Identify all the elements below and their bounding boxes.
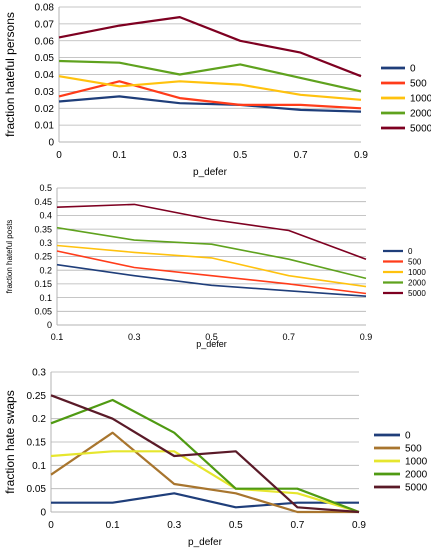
y-axis-title: fraction hate swaps: [3, 390, 17, 493]
y-tick-label: 0.1: [39, 293, 52, 303]
x-tick-label: 0.7: [282, 332, 295, 342]
x-tick-label: 0.1: [106, 520, 120, 531]
y-tick-label: 0.06: [35, 36, 55, 47]
x-tick-label: 0.3: [128, 332, 141, 342]
x-axis-title: p_defer: [188, 537, 223, 548]
chart-hateful-posts: 0 0.05 0.1 0.15 0.2 0.25 0.3 0.35 0.4 0.45 0.5 0.1 0…: [5, 183, 426, 349]
series-line-500: [50, 431, 359, 514]
x-tick-label: 0.3: [167, 520, 181, 531]
series-line-1000: [58, 75, 362, 101]
legend-label-2000: 2000: [410, 109, 431, 120]
y-tick-label: 0.1: [32, 461, 46, 472]
legend-label-1000: 1000: [408, 268, 426, 277]
legend-label-500: 500: [410, 79, 427, 90]
x-tick-label: 0.5: [229, 520, 243, 531]
y-tick-label: 0.3: [32, 368, 46, 379]
legend-label-500: 500: [408, 257, 422, 266]
y-tick-label: 0.5: [39, 183, 52, 193]
x-tick-label: 0.1: [51, 332, 64, 342]
y-tick-label: 0.25: [27, 391, 47, 402]
legend-label-2000: 2000: [408, 278, 426, 287]
y-tick-label: 0.07: [35, 19, 55, 30]
x-tick-label: 0.9: [354, 150, 368, 161]
y-tick-label: 0.35: [34, 224, 52, 234]
x-tick-label: 0: [56, 150, 62, 161]
x-tick-label: 0.1: [112, 150, 126, 161]
x-tick-label: 0.5: [233, 150, 247, 161]
x-tick-label: 0.9: [360, 332, 373, 342]
x-axis-title: p_defer: [193, 167, 228, 178]
y-tick-label: 0.05: [27, 484, 47, 495]
y-tick-label: 0: [48, 138, 54, 149]
series-line-500: [56, 250, 367, 295]
y-tick-label: 0.4: [39, 211, 52, 221]
x-tick-label: 0.9: [352, 520, 366, 531]
legend-label-0: 0: [408, 247, 413, 256]
legend-label-1000: 1000: [410, 94, 431, 105]
legend-label-5000: 5000: [408, 289, 426, 298]
chart-hateful-persons: 0 0.01 0.02 0.03 0.04 0.05 0.06 0.07 0.08 0 0.1 0.3…: [3, 3, 431, 179]
x-tick-label: 0: [48, 520, 54, 531]
x-axis-title: p_defer: [196, 339, 227, 349]
legend-label-5000: 5000: [410, 124, 431, 135]
y-tick-label: 0.05: [35, 53, 55, 64]
y-tick-label: 0: [40, 508, 46, 519]
y-tick-label: 0.04: [35, 70, 55, 81]
y-tick-label: 0.08: [35, 3, 55, 14]
series-line-0: [56, 263, 367, 297]
y-axis-title: fraction hateful persons: [3, 12, 17, 137]
series-line-0: [51, 492, 359, 509]
series-line-2000: [58, 59, 362, 93]
series-line-2000: [56, 226, 367, 280]
series-line-5000: [58, 16, 362, 78]
x-tick-label: 0.7: [294, 150, 308, 161]
series-line-5000: [56, 203, 367, 260]
y-tick-label: 0.2: [32, 414, 46, 425]
x-tick-label: 0.5: [205, 332, 218, 342]
series-line-1000: [56, 244, 367, 288]
y-tick-label: 0.02: [35, 104, 55, 115]
y-tick-label: 0.25: [34, 252, 52, 262]
series-line-0: [58, 95, 362, 113]
series-line-2000: [50, 398, 360, 514]
y-tick-label: 0.3: [39, 238, 52, 248]
y-tick-label: 0.01: [35, 121, 55, 132]
y-tick-label: 0.45: [34, 197, 52, 207]
y-tick-label: 0.03: [35, 87, 55, 98]
y-tick-label: 0.15: [27, 438, 47, 449]
series-line-1000: [50, 450, 360, 514]
legend-label-0: 0: [410, 64, 416, 75]
legend-label-2000: 2000: [405, 470, 428, 481]
series-line-5000: [50, 394, 360, 514]
legend-label-0: 0: [405, 431, 411, 442]
x-tick-label: 0.7: [290, 520, 304, 531]
legend-label-1000: 1000: [405, 457, 428, 468]
x-tick-label: 0.3: [173, 150, 187, 161]
y-tick-label: 0.15: [34, 279, 52, 289]
y-tick-label: 0.05: [34, 306, 52, 316]
y-axis-title: fraction hateful posts: [5, 220, 14, 294]
y-tick-label: 0.2: [39, 265, 52, 275]
legend-label-500: 500: [405, 444, 422, 455]
y-tick-label: 0: [47, 320, 52, 330]
legend-label-5000: 5000: [405, 483, 428, 494]
chart-hate-swaps: 0 0.05 0.1 0.15 0.2 0.25 0.3 0 0.1 0.3 0.5 0.7 0.9 p_…: [3, 368, 428, 549]
